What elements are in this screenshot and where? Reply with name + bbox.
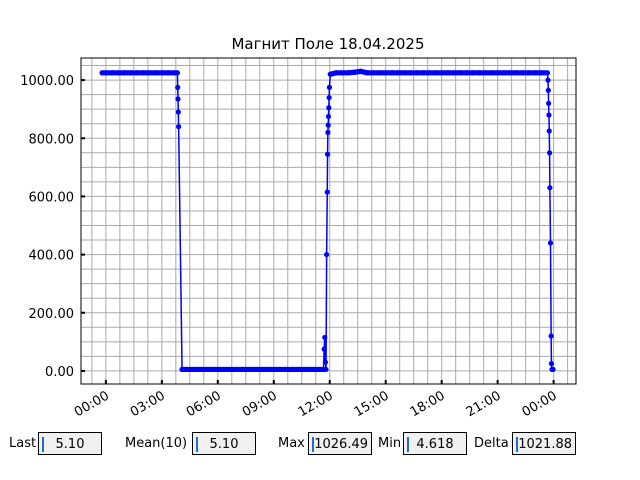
- data-point: [175, 84, 181, 90]
- data-point: [325, 122, 331, 128]
- data-point: [547, 185, 553, 191]
- y-tick-label: 0.00: [45, 365, 74, 380]
- x-tick-label: 06:00: [184, 388, 224, 420]
- data-point: [546, 128, 552, 134]
- min-label: Min: [378, 436, 402, 451]
- min-value: 4.618: [416, 437, 454, 452]
- data-point: [175, 96, 181, 102]
- x-tick-label: 09:00: [240, 388, 280, 420]
- data-point: [326, 84, 333, 90]
- data-point: [324, 189, 330, 195]
- x-tick-label: 00:00: [520, 388, 560, 420]
- last-value: 5.10: [55, 437, 85, 452]
- last-value-field[interactable]: 5.10: [38, 432, 102, 455]
- data-point: [324, 151, 331, 157]
- data-point: [545, 77, 551, 83]
- mean-value-field[interactable]: 5.10: [192, 432, 256, 455]
- data-point: [326, 94, 332, 101]
- data-point: [325, 113, 332, 120]
- data-point: [321, 346, 327, 352]
- x-tick-label: 15:00: [352, 388, 392, 420]
- max-value-field[interactable]: 1026.49: [308, 432, 372, 455]
- mean-value: 5.10: [209, 437, 239, 452]
- y-tick-label: 800.00: [29, 132, 75, 147]
- min-value-field[interactable]: 4.618: [403, 432, 467, 455]
- x-tick-label: 12:00: [296, 388, 336, 420]
- max-value: 1026.49: [314, 437, 368, 452]
- y-tick-label: 400.00: [29, 249, 75, 264]
- last-label: Last: [9, 436, 37, 451]
- plot-frame: [80, 57, 577, 385]
- data-point: [322, 334, 328, 341]
- data-point: [546, 100, 552, 106]
- max-label: Max: [278, 436, 305, 451]
- y-tick-label: 1000.00: [20, 74, 74, 89]
- x-tick-label: 18:00: [408, 388, 448, 420]
- delta-value: 1021.88: [518, 437, 572, 452]
- x-tick-label: 21:00: [464, 388, 504, 420]
- data-point: [324, 251, 330, 258]
- delta-label: Delta: [474, 436, 509, 451]
- chart-title: Магнит Поле 18.04.2025: [231, 35, 424, 53]
- data-point: [546, 150, 553, 156]
- data-point: [548, 361, 555, 367]
- x-tick-label: 00:00: [72, 388, 112, 420]
- data-point: [546, 112, 552, 118]
- data-point: [545, 87, 551, 93]
- data-point: [547, 240, 554, 246]
- chart: Магнит Поле 18.04.2025 00:00 03:00 06:00 09…: [20, 35, 577, 420]
- data-point: [325, 129, 331, 136]
- data-point: [176, 124, 182, 130]
- plot-series: [99, 68, 556, 373]
- y-tick-label: 600.00: [29, 190, 75, 205]
- data-point: [326, 105, 332, 111]
- x-tick-label: 03:00: [128, 388, 168, 420]
- delta-value-field[interactable]: 1021.88: [512, 432, 576, 455]
- mean-label: Mean(10): [125, 436, 188, 451]
- data-point: [548, 333, 554, 339]
- data-point: [322, 359, 328, 365]
- data-point: [175, 109, 181, 115]
- y-tick-label: 200.00: [29, 307, 75, 322]
